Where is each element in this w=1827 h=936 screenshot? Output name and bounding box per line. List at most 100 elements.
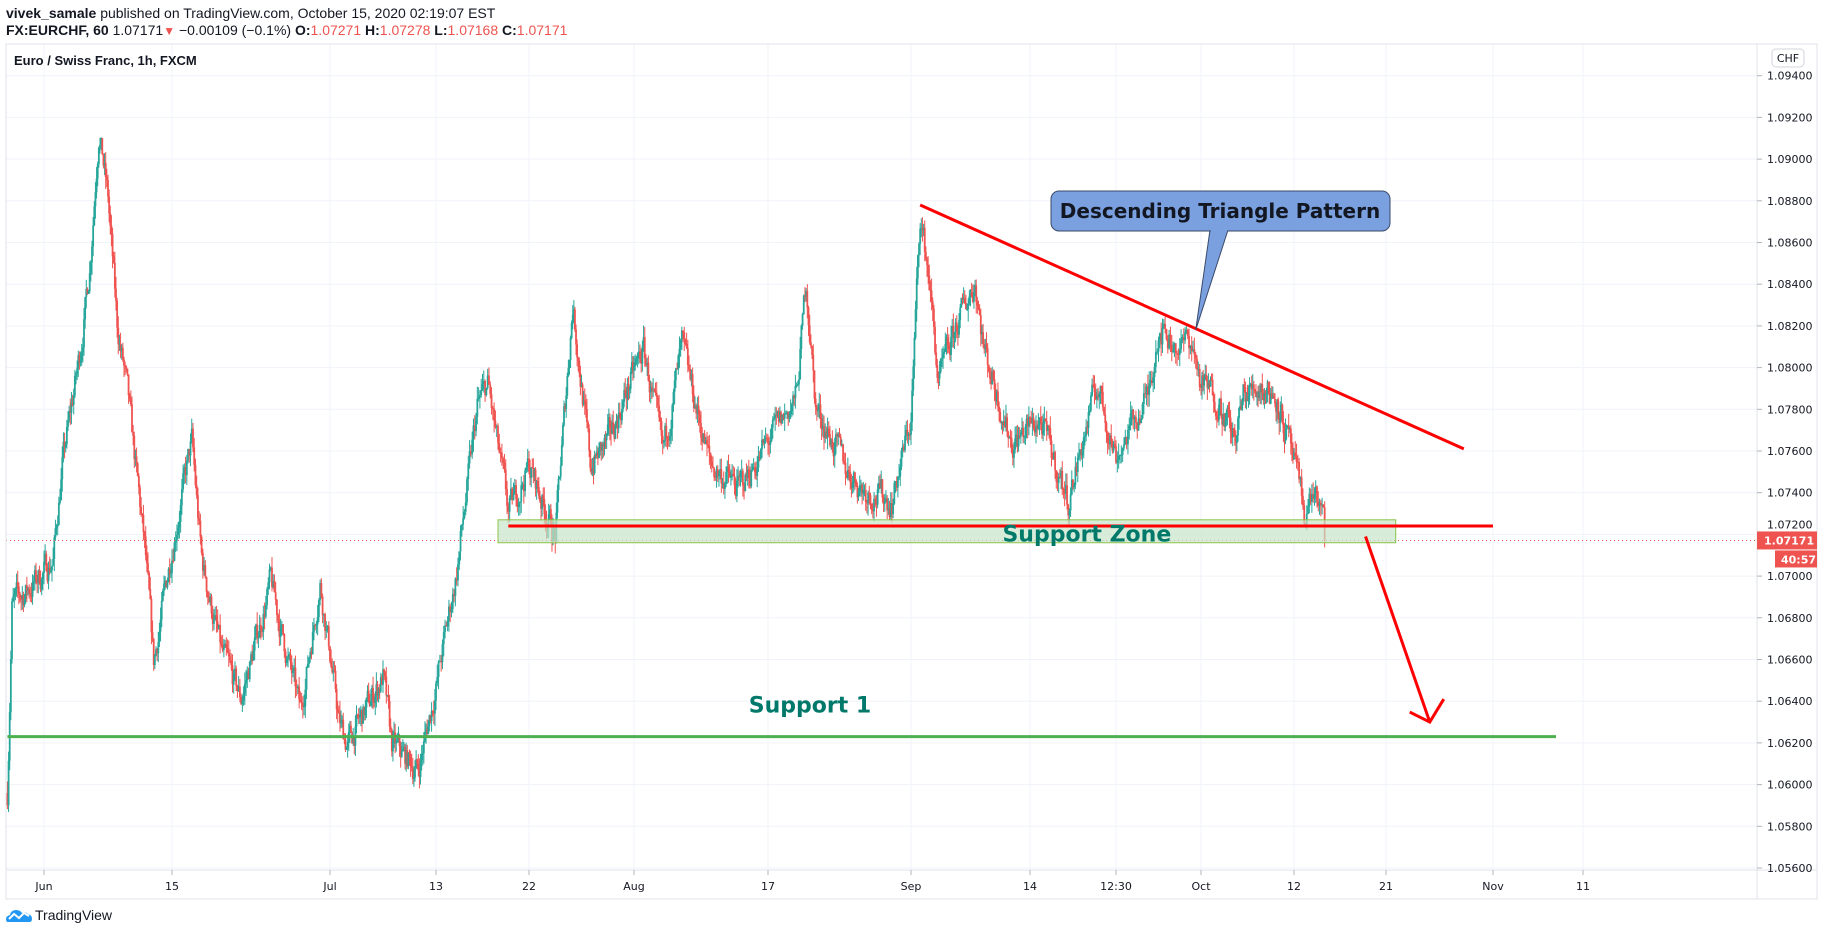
candle-body (120, 347, 123, 352)
candle-body (1236, 435, 1238, 443)
candle-body (1319, 502, 1322, 505)
candle-body (1255, 391, 1257, 398)
candle-body (479, 394, 481, 398)
candle-body (1246, 396, 1249, 401)
candle-body (30, 594, 33, 597)
candle-body (1198, 368, 1201, 387)
candle-body (17, 586, 20, 594)
candle-body (1204, 374, 1207, 378)
candle-body (621, 408, 623, 421)
candle-body (176, 535, 178, 541)
candle-body (274, 592, 277, 600)
candle-body (647, 362, 650, 381)
candle-body (533, 469, 536, 478)
candle-body (1207, 382, 1210, 388)
candle-body (1251, 384, 1254, 390)
candle-body (824, 431, 827, 439)
candle-body (1048, 425, 1051, 429)
candle-body (1157, 340, 1160, 352)
time-axis[interactable]: Jun 15 Jul 13 22 Aug 17 Sep 14 12:30 Oct 12 21 Nov 11 (34, 870, 1590, 893)
candle-body (1093, 386, 1096, 393)
candle-body (637, 351, 640, 355)
candle-body (41, 573, 44, 580)
candle-body (1144, 393, 1147, 395)
price-chart[interactable]: Support Zone Support 1 Descending Triangle… (0, 0, 1827, 905)
candle-body (720, 469, 723, 484)
y-tick-label: 1.09200 (1767, 111, 1813, 124)
candle-body (1072, 479, 1074, 488)
down-arrow-shaft (1364, 535, 1432, 723)
candle-body (390, 729, 393, 752)
candle-body (1228, 412, 1231, 418)
candle-body (673, 380, 676, 392)
candle-body (190, 428, 193, 442)
candle-body (455, 578, 458, 581)
candle-body (419, 760, 422, 778)
candle-body (1119, 454, 1121, 456)
candle-body (1278, 414, 1281, 424)
candle-body (1070, 479, 1073, 495)
candle-body (1240, 405, 1243, 410)
candle-body (64, 444, 67, 448)
candle-body (1117, 455, 1120, 460)
open-value: 1.07271 (310, 22, 362, 38)
candle-body (1239, 405, 1242, 408)
candle-body (231, 665, 234, 685)
candle-body (410, 766, 413, 769)
candle-body (238, 686, 241, 698)
y-tick-label: 1.08400 (1767, 278, 1813, 291)
candle-body (1174, 343, 1177, 354)
candle-body (535, 481, 538, 489)
candle-body (1275, 403, 1277, 412)
y-tick-label: 1.07200 (1767, 518, 1813, 531)
candle-body (718, 474, 720, 477)
candle-body (1176, 353, 1178, 355)
candle-body (317, 600, 320, 617)
currency-badge[interactable] (1771, 48, 1805, 68)
x-tick-label: Oct (1191, 880, 1211, 893)
candle-body (1049, 428, 1052, 441)
candle-body (1035, 425, 1037, 433)
tradingview-logo[interactable]: TradingView (6, 907, 112, 923)
candle-body (873, 498, 875, 512)
candle-body (1270, 393, 1273, 397)
candle-body (741, 471, 744, 486)
y-tick-label: 1.08000 (1767, 362, 1813, 375)
price-axis[interactable]: 1.09400 1.09200 1.09000 1.08800 1.08600 1.084… (1757, 70, 1817, 875)
candle-body (786, 411, 788, 414)
candle-body (1148, 383, 1151, 395)
candle-body (908, 434, 911, 436)
candle-body (431, 710, 434, 712)
candle-body (642, 337, 645, 347)
candle-body (6, 792, 9, 806)
candle-body (255, 624, 257, 638)
candle-body (325, 629, 328, 631)
candle-body (1113, 444, 1116, 447)
candle-body (672, 391, 675, 406)
author-name[interactable]: vivek_samale (6, 5, 97, 21)
candle-body (55, 526, 58, 529)
candle-body (991, 371, 994, 384)
candle-body (1218, 404, 1220, 420)
candle-body (188, 449, 191, 456)
candle-body (490, 394, 493, 409)
candle-body (150, 598, 153, 633)
candle-body (609, 417, 611, 429)
candle-body (752, 467, 755, 470)
candle-body (1051, 458, 1054, 460)
candle-body (526, 458, 529, 468)
candle-body (930, 290, 933, 302)
candle-body (374, 696, 377, 703)
candle-body (665, 425, 668, 437)
y-tick-label: 1.05800 (1767, 820, 1813, 833)
candle-body (158, 631, 161, 643)
candle-body (1181, 337, 1184, 339)
candle-body (1225, 413, 1228, 421)
candle-body (802, 295, 805, 315)
candle-body (53, 537, 56, 560)
candle-body (444, 625, 446, 633)
candle-body (887, 508, 890, 511)
candle-body (674, 368, 677, 381)
candle-body (1232, 428, 1235, 434)
candle-body (1308, 493, 1311, 507)
